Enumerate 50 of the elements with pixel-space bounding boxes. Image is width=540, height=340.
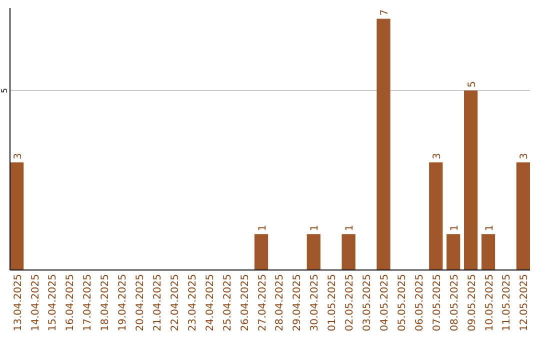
x-tick-label: 19.04.2025 [118, 274, 129, 332]
bar [254, 234, 268, 270]
x-tick-label: 12.05.2025 [519, 274, 530, 332]
bar [446, 234, 460, 270]
data-label: 1 [310, 224, 321, 232]
data-label: 3 [432, 152, 443, 160]
data-label: 5 [466, 81, 478, 88]
x-tick-label: 16.04.2025 [65, 274, 76, 332]
bar [306, 234, 320, 270]
data-label: 3 [519, 152, 530, 160]
bar [464, 90, 478, 270]
x-tick-label: 26.04.2025 [240, 274, 251, 332]
bar [429, 162, 443, 270]
bar [481, 234, 496, 270]
data-label: 1 [449, 224, 460, 232]
x-tick-label: 22.04.2025 [170, 274, 181, 332]
bar [516, 162, 530, 270]
x-tick-label: 24.04.2025 [204, 274, 216, 332]
x-tick-label: 08.05.2025 [449, 274, 460, 332]
x-tick-label: 05.05.2025 [396, 274, 408, 332]
x-tick-label: 17.04.2025 [82, 274, 94, 332]
data-label: 3 [12, 152, 24, 160]
x-tick-label: 13.04.2025 [12, 274, 24, 332]
x-tick-label: 02.05.2025 [344, 274, 356, 332]
x-tick-label: 18.04.2025 [100, 274, 112, 332]
bar [342, 234, 356, 270]
x-tick-label: 07.05.2025 [432, 274, 443, 332]
x-tick-label: 30.04.2025 [310, 274, 321, 332]
data-label: 1 [484, 224, 496, 232]
x-tick-label: 04.05.2025 [380, 274, 390, 332]
x-tick-label: 14.04.2025 [30, 274, 42, 332]
x-tick-label: 20.04.2025 [135, 274, 146, 332]
x-tick-label: 01.05.2025 [327, 274, 338, 332]
x-tick-label: 27.04.2025 [257, 274, 268, 332]
x-tick-label: 21.04.2025 [152, 274, 164, 332]
x-tick-label: 23.04.2025 [187, 274, 198, 332]
x-tick-label: 10.05.2025 [484, 274, 496, 332]
x-tick-label: 29.04.2025 [292, 274, 304, 332]
bar [10, 162, 24, 270]
x-tick-label: 28.04.2025 [274, 274, 286, 332]
x-tick-label: 06.05.2025 [414, 274, 426, 332]
data-label: 1 [344, 224, 356, 232]
data-label: 7 [380, 9, 390, 16]
x-tick-label: 03.05.2025 [362, 274, 374, 332]
bar [376, 18, 390, 270]
x-tick-label: 11.05.2025 [502, 274, 513, 332]
x-tick-label: 25.04.2025 [222, 274, 234, 332]
data-label: 1 [257, 224, 268, 232]
x-tick-label: 15.04.2025 [48, 274, 59, 332]
x-tick-label: 09.05.2025 [466, 274, 478, 332]
